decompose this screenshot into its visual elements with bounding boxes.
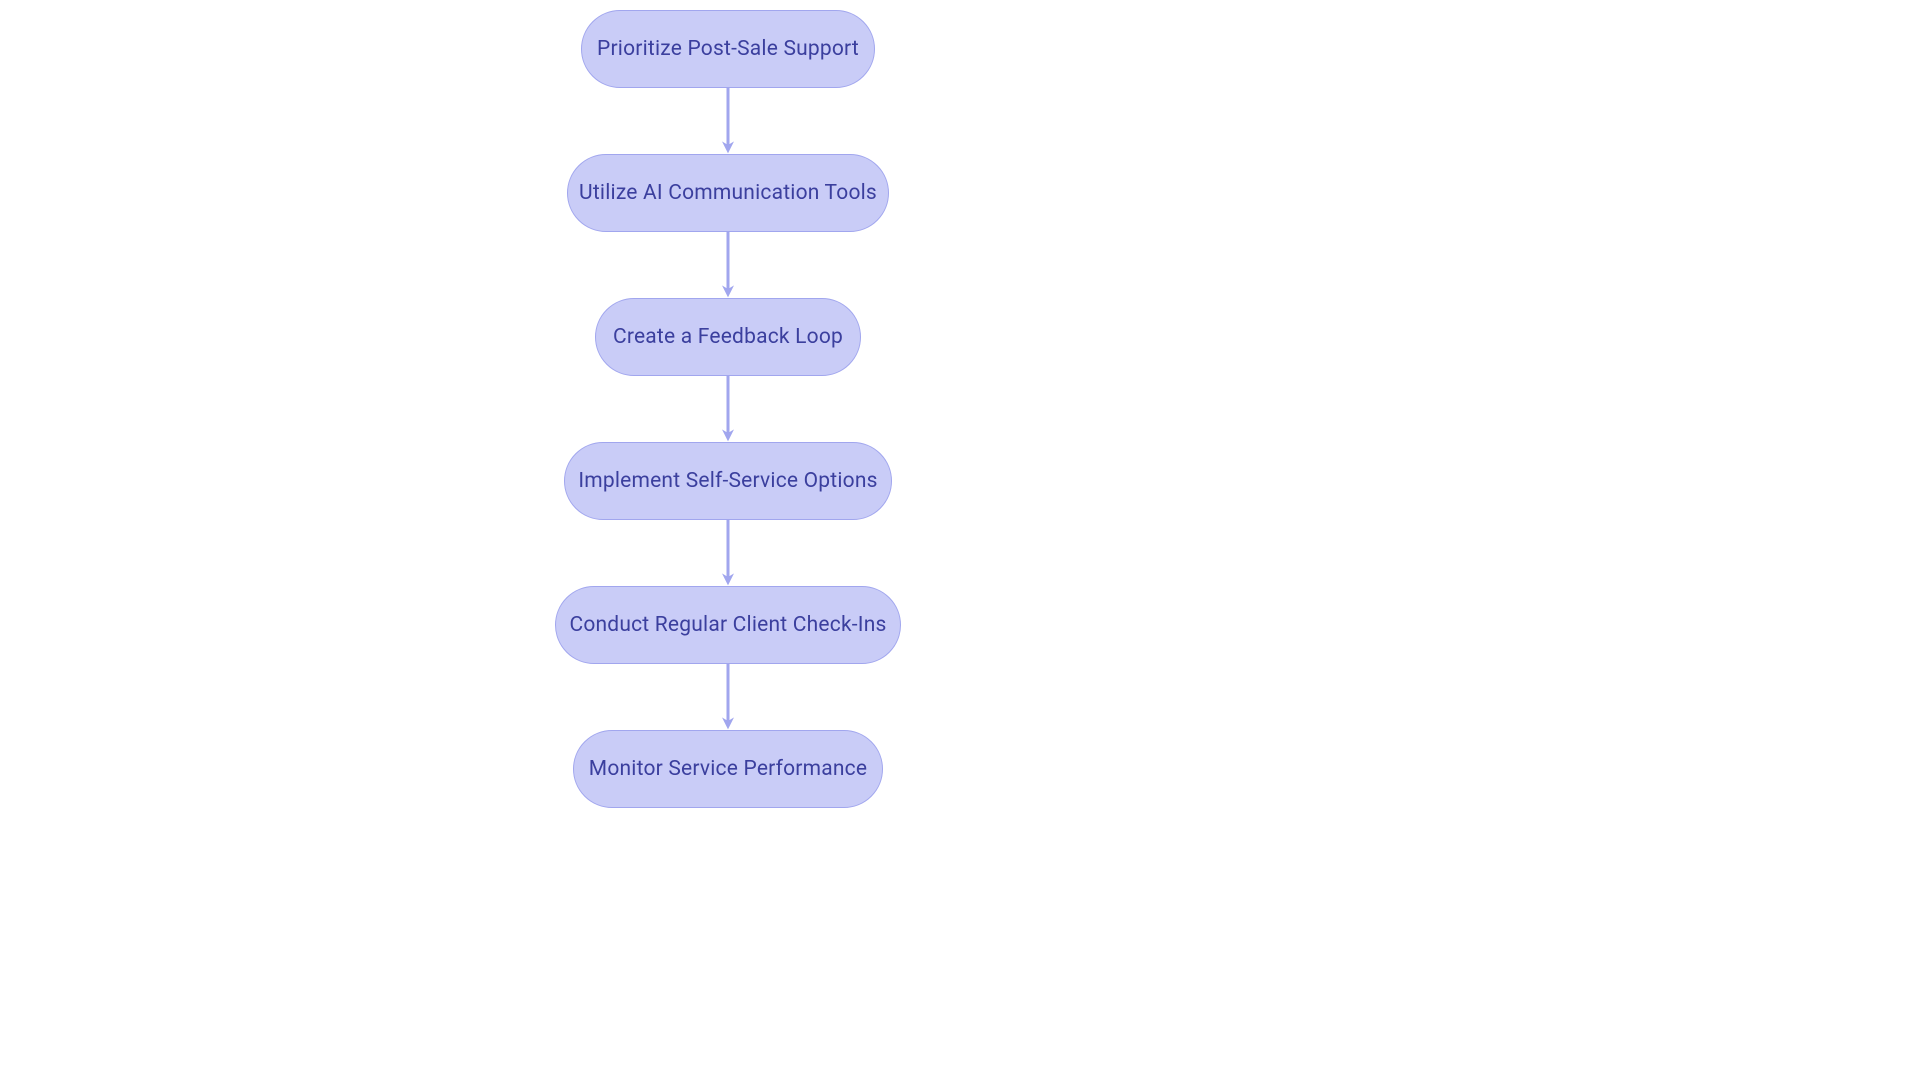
flow-node-1: Prioritize Post-Sale Support: [581, 10, 875, 88]
flow-node-5: Conduct Regular Client Check-Ins: [555, 586, 901, 664]
edges-layer: [0, 0, 1920, 1083]
flow-node-4: Implement Self-Service Options: [564, 442, 892, 520]
flow-node-2: Utilize AI Communication Tools: [567, 154, 889, 232]
flow-node-6: Monitor Service Performance: [573, 730, 883, 808]
flow-node-3: Create a Feedback Loop: [595, 298, 861, 376]
flowchart-diagram: Prioritize Post-Sale Support Utilize AI C…: [0, 0, 1920, 1083]
